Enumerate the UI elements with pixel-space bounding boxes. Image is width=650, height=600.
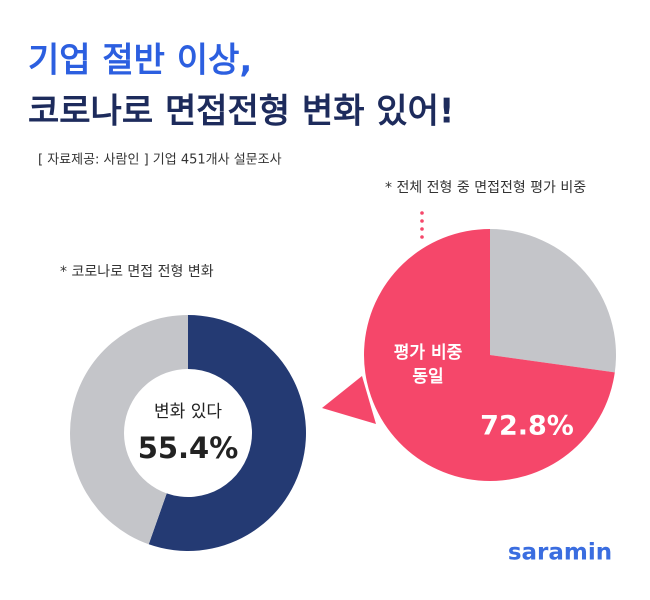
logo: saramin [508,540,612,566]
title-line1: 기업 절반 이상, [28,41,252,81]
pie-slice [490,229,616,373]
category-label: 변화 있다 [154,402,222,422]
dotted-connector [420,211,424,239]
source: [ 자료제공: 사람인 ] 기업 451개사 설문조사 [38,153,282,168]
title-line2: 코로나로 면접전형 변화 있어! [28,92,454,132]
value-label: 72.8% [480,411,574,442]
category-label: 평가 비중 동일 [393,343,463,387]
chart-title: * 전체 전형 중 면접전형 평가 비중 [385,180,586,196]
pie-slice [364,229,615,482]
bubble-tail [322,376,376,424]
value-label: 55.4% [138,431,239,465]
chart-title: * 코로나로 면접 전형 변화 [60,264,214,280]
donut-slice [69,315,188,545]
donut-slice [148,315,306,551]
